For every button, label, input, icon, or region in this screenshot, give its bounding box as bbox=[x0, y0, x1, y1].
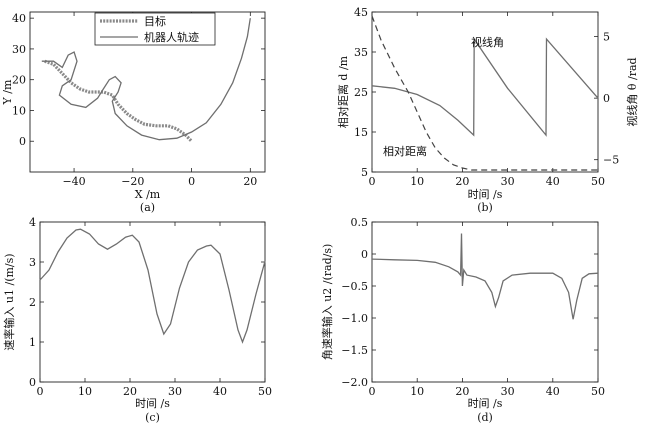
x-axis-label: 时间 /s bbox=[468, 397, 503, 410]
x-tick-label: 40 bbox=[546, 385, 560, 398]
y-tick-label: 15 bbox=[354, 126, 368, 139]
y2-axis-label: 视线角 θ /rad bbox=[625, 57, 639, 126]
y-tick-label: −0.5 bbox=[341, 280, 368, 293]
x-tick-label: −20 bbox=[121, 175, 144, 188]
x-tick-label: 30 bbox=[168, 385, 182, 398]
x-tick-label: 50 bbox=[591, 175, 605, 188]
legend-box bbox=[94, 12, 216, 46]
y-tick-label: 35 bbox=[354, 46, 368, 59]
x-axis-label: 时间 /s bbox=[135, 397, 170, 410]
x-tick-label: 0 bbox=[188, 175, 195, 188]
y-tick-label: 40 bbox=[12, 12, 26, 25]
panel-caption: (a) bbox=[140, 201, 155, 214]
panel-caption: (d) bbox=[477, 411, 493, 424]
y2-tick-label: 5 bbox=[603, 31, 610, 44]
series-line-named bbox=[371, 15, 598, 171]
x-tick-label: 50 bbox=[591, 385, 605, 398]
panel-c-speed-input-plot: 0 10 20 30 40 50 0 1 2 3 4 时间 /s 速率输入 u1 /(m/s) (c) bbox=[2, 216, 272, 424]
x-tick-label: 20 bbox=[455, 175, 469, 188]
panel-caption: (b) bbox=[477, 201, 493, 214]
y-tick-label: 45 bbox=[354, 6, 368, 19]
x-tick-label: 50 bbox=[258, 385, 272, 398]
y-tick-label: 0 bbox=[361, 248, 368, 261]
plot-frame bbox=[371, 221, 599, 383]
y2-tick-label: −5 bbox=[603, 154, 619, 167]
x-tick-label: 40 bbox=[213, 385, 227, 398]
y-tick-label: 4 bbox=[29, 216, 36, 229]
x-tick-label: −40 bbox=[62, 175, 85, 188]
series-line-0 bbox=[371, 233, 599, 320]
x-tick-label: 20 bbox=[123, 385, 137, 398]
y-tick-label: −2.0 bbox=[341, 376, 368, 389]
legend-label-target: 目标 bbox=[144, 14, 166, 28]
y-axis-label: 角速率输入 u2 /(rad/s) bbox=[320, 244, 334, 361]
y-tick-label: 10 bbox=[12, 104, 26, 117]
x-tick-label: 10 bbox=[78, 385, 92, 398]
y-tick-label: 1 bbox=[29, 336, 36, 349]
y-tick-label: 2 bbox=[29, 296, 36, 309]
panel-caption: (c) bbox=[145, 411, 160, 424]
series-line-named bbox=[371, 37, 599, 137]
y-tick-label: 3 bbox=[29, 256, 36, 269]
x-tick-label: 10 bbox=[410, 175, 424, 188]
x-tick-label: 0 bbox=[369, 175, 376, 188]
x-tick-label: 20 bbox=[243, 175, 257, 188]
panel-d-angular-input-plot: 0 10 20 30 40 50 −2.0 −1.5 −1.0 −0.5 0 0.5 时间 /s 角速率输… bbox=[320, 216, 605, 424]
x-tick-label: 20 bbox=[455, 385, 469, 398]
y-tick-label: −1.0 bbox=[341, 312, 368, 325]
y-tick-label: 30 bbox=[12, 43, 26, 56]
y-tick-label: 0.5 bbox=[351, 216, 369, 229]
series-line-named bbox=[41, 18, 251, 141]
x-axis-label: 时间 /s bbox=[468, 188, 503, 201]
y-axis-label: 相对距离 d /m bbox=[336, 55, 350, 128]
x-tick-label: 0 bbox=[369, 385, 376, 398]
x-axis-label: X /m bbox=[135, 188, 161, 201]
legend-label-robot: 机器人轨迹 bbox=[144, 30, 199, 44]
y-tick-label: 25 bbox=[354, 86, 368, 99]
y-tick-label: 0 bbox=[19, 135, 26, 148]
y-axis-label: Y /m bbox=[1, 79, 14, 105]
x-tick-label: 10 bbox=[410, 385, 424, 398]
x-tick-label: 0 bbox=[37, 385, 44, 398]
y-tick-label: 5 bbox=[361, 166, 368, 179]
y-axis-label: 速率输入 u1 /(m/s) bbox=[2, 253, 16, 350]
y-tick-label: 0 bbox=[29, 376, 36, 389]
annotation-angle: 视线角 bbox=[471, 35, 504, 49]
plot-frame bbox=[29, 11, 266, 173]
x-tick-label: 30 bbox=[501, 385, 515, 398]
series-line-0 bbox=[39, 228, 266, 344]
x-tick-label: 40 bbox=[546, 175, 560, 188]
y-tick-label: −1.5 bbox=[341, 344, 368, 357]
y2-tick-label: 0 bbox=[603, 92, 610, 105]
series-line-named bbox=[44, 59, 193, 143]
y-tick-label: 20 bbox=[12, 74, 26, 87]
x-tick-label: 30 bbox=[501, 175, 515, 188]
annotation-distance: 相对距离 bbox=[383, 144, 427, 158]
